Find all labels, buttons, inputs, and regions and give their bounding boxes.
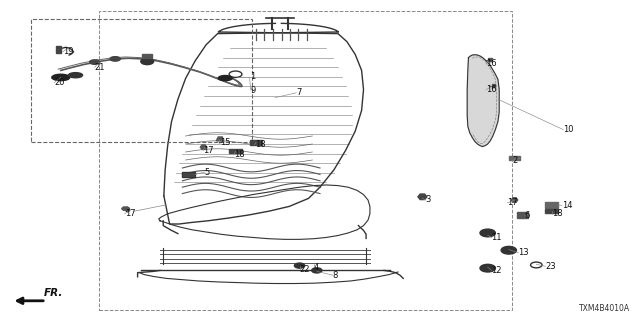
Text: 1: 1 <box>250 72 255 81</box>
Circle shape <box>480 264 495 272</box>
Bar <box>99 11 512 310</box>
Polygon shape <box>545 202 558 208</box>
Polygon shape <box>250 140 262 145</box>
Circle shape <box>312 268 322 273</box>
Text: 21: 21 <box>95 63 105 72</box>
Text: 17: 17 <box>508 198 518 207</box>
Text: 16: 16 <box>486 85 497 94</box>
Text: 18: 18 <box>234 150 245 159</box>
Text: FR.: FR. <box>44 288 63 298</box>
Circle shape <box>294 263 305 268</box>
Ellipse shape <box>110 57 120 61</box>
Text: 19: 19 <box>63 47 73 56</box>
Polygon shape <box>418 194 427 200</box>
Text: 13: 13 <box>518 248 529 257</box>
Text: 12: 12 <box>492 266 502 275</box>
Text: 6: 6 <box>525 211 530 220</box>
Text: 17: 17 <box>204 146 214 155</box>
Polygon shape <box>142 54 152 58</box>
Polygon shape <box>229 149 242 153</box>
Text: 22: 22 <box>300 265 310 274</box>
Text: 7: 7 <box>296 88 301 97</box>
Polygon shape <box>509 156 520 160</box>
Text: 17: 17 <box>125 209 136 218</box>
Text: 10: 10 <box>563 125 573 134</box>
Text: 8: 8 <box>333 271 338 280</box>
Circle shape <box>480 229 495 237</box>
Ellipse shape <box>90 60 100 64</box>
Polygon shape <box>122 207 129 210</box>
Polygon shape <box>200 145 207 149</box>
Text: 14: 14 <box>562 201 572 210</box>
Polygon shape <box>216 137 223 141</box>
Text: TXM4B4010A: TXM4B4010A <box>579 304 630 313</box>
Text: 4: 4 <box>314 263 319 272</box>
Ellipse shape <box>218 76 232 81</box>
Polygon shape <box>517 212 528 218</box>
Polygon shape <box>511 198 518 202</box>
Text: 5: 5 <box>205 168 210 177</box>
Text: 18: 18 <box>255 140 266 149</box>
Ellipse shape <box>52 74 70 81</box>
Polygon shape <box>488 58 492 61</box>
Text: 3: 3 <box>426 196 431 204</box>
Text: 23: 23 <box>545 262 556 271</box>
Text: 9: 9 <box>251 86 256 95</box>
Ellipse shape <box>68 73 83 78</box>
Polygon shape <box>56 46 61 53</box>
Text: 20: 20 <box>54 78 65 87</box>
Polygon shape <box>492 84 495 87</box>
Circle shape <box>501 246 516 254</box>
Bar <box>31 19 252 142</box>
Polygon shape <box>467 55 499 147</box>
Ellipse shape <box>141 58 154 65</box>
Text: 15: 15 <box>220 138 230 147</box>
Text: 11: 11 <box>492 233 502 242</box>
Polygon shape <box>545 209 558 213</box>
Text: 18: 18 <box>552 209 563 218</box>
Text: 2: 2 <box>512 156 517 165</box>
Text: 16: 16 <box>486 60 497 68</box>
Polygon shape <box>182 172 195 177</box>
